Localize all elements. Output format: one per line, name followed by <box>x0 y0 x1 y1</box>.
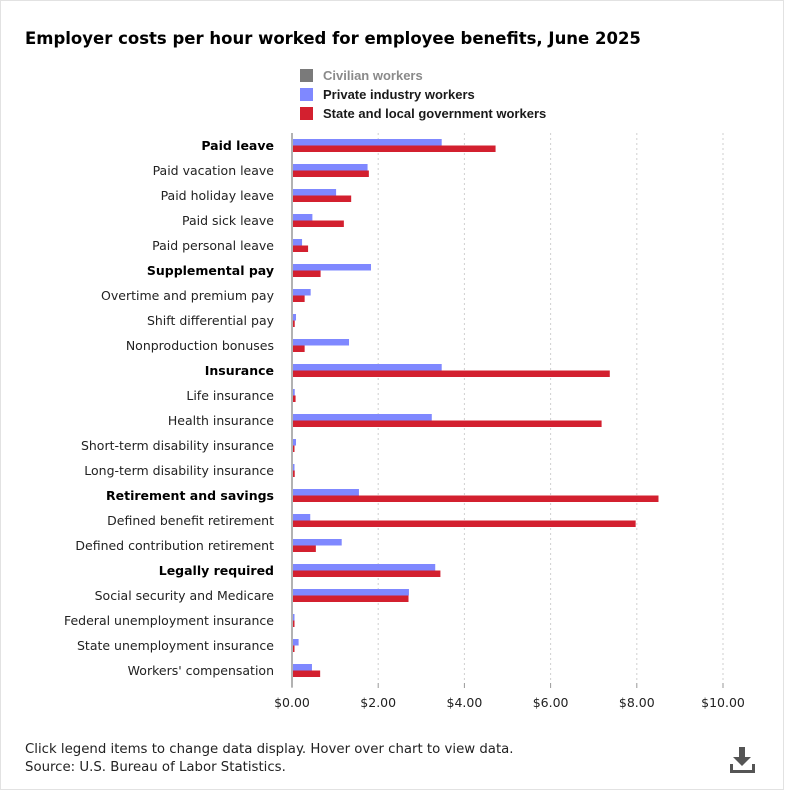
legend-label-private-industry: Private industry workers <box>323 86 475 102</box>
bar <box>293 464 295 471</box>
bar <box>293 670 321 677</box>
bar <box>293 195 352 202</box>
bar <box>293 545 316 552</box>
legend-item-state-local-government[interactable]: State and local government workers <box>300 104 546 122</box>
bar <box>293 564 436 571</box>
category-group-label: Retirement and savings <box>106 488 274 503</box>
category-label: Shift differential pay <box>147 313 275 328</box>
bar <box>293 314 297 321</box>
category-label: Paid vacation leave <box>153 163 275 178</box>
x-tick-label: $0.00 <box>274 695 310 710</box>
x-tick-label: $8.00 <box>619 695 655 710</box>
category-group-label: Paid leave <box>201 138 274 153</box>
bar <box>293 289 311 296</box>
footer-note: Click legend items to change data displa… <box>25 742 514 757</box>
category-label: Defined contribution retirement <box>75 538 274 553</box>
bar <box>293 570 441 577</box>
category-label: Paid personal leave <box>152 238 274 253</box>
bar <box>293 389 295 396</box>
category-group-label: Legally required <box>159 563 274 578</box>
category-label: Workers' compensation <box>128 663 274 678</box>
bar <box>293 470 295 477</box>
category-group-label: Insurance <box>205 363 274 378</box>
bar <box>293 170 369 177</box>
x-tick-label: $2.00 <box>360 695 396 710</box>
category-group-label: Supplemental pay <box>147 263 274 278</box>
x-tick-label: $10.00 <box>701 695 745 710</box>
category-label: Short-term disability insurance <box>81 438 274 453</box>
bar <box>293 395 296 402</box>
category-label: Social security and Medicare <box>95 588 275 603</box>
bar <box>293 339 350 346</box>
bar <box>293 320 295 327</box>
bar <box>293 189 337 196</box>
bar <box>293 620 295 627</box>
bar <box>293 139 442 146</box>
category-label: Life insurance <box>186 388 274 403</box>
x-tick-label: $4.00 <box>447 695 483 710</box>
bar <box>293 214 313 221</box>
category-label: Health insurance <box>168 413 274 428</box>
category-label: Paid sick leave <box>182 213 274 228</box>
bar <box>293 495 659 502</box>
download-button[interactable] <box>728 745 758 775</box>
bar <box>293 420 602 427</box>
bar <box>293 164 368 171</box>
legend-swatch-state-local-government <box>300 106 313 120</box>
bar <box>293 539 342 546</box>
legend-swatch-civilian <box>300 68 313 82</box>
bar <box>293 520 636 527</box>
legend-label-civilian: Civilian workers <box>323 67 423 83</box>
bar <box>293 664 312 671</box>
bar <box>293 364 442 371</box>
bar <box>293 245 309 252</box>
bar <box>293 414 432 421</box>
bar <box>293 145 496 152</box>
category-label: Defined benefit retirement <box>107 513 274 528</box>
category-label: Overtime and premium pay <box>101 288 275 303</box>
bar <box>293 514 311 521</box>
legend-item-private-industry[interactable]: Private industry workers <box>300 85 475 103</box>
chart-title: Employer costs per hour worked for emplo… <box>25 29 641 48</box>
bar <box>293 445 295 452</box>
footer-source: Source: U.S. Bureau of Labor Statistics. <box>25 760 286 775</box>
category-label: State unemployment insurance <box>77 638 274 653</box>
legend-label-state-local-government: State and local government workers <box>323 105 547 121</box>
category-label: Long-term disability insurance <box>84 463 274 478</box>
legend-swatch-private-industry <box>300 87 313 101</box>
bar <box>293 239 303 246</box>
category-label: Federal unemployment insurance <box>64 613 274 628</box>
category-label: Paid holiday leave <box>161 188 275 203</box>
category-label: Nonproduction bonuses <box>126 338 274 353</box>
bar <box>293 370 610 377</box>
download-icon <box>730 747 755 773</box>
bar <box>293 264 372 271</box>
bar <box>293 489 359 496</box>
bar <box>293 645 295 652</box>
x-tick-label: $6.00 <box>533 695 569 710</box>
bar <box>293 589 409 596</box>
bar <box>293 295 305 302</box>
bar <box>293 270 321 277</box>
bar-chart-plot[interactable]: $0.00 $2.00 $4.00 $6.00 $8.00 $10.00 Paid leav… <box>0 0 786 730</box>
bar <box>293 220 344 227</box>
bar <box>293 345 305 352</box>
bar <box>293 595 409 602</box>
bar <box>293 639 299 646</box>
bar <box>293 614 295 621</box>
bar <box>293 439 297 446</box>
legend-item-civilian[interactable]: Civilian workers <box>300 66 423 84</box>
chart-footer: Click legend items to change data displa… <box>25 741 514 777</box>
